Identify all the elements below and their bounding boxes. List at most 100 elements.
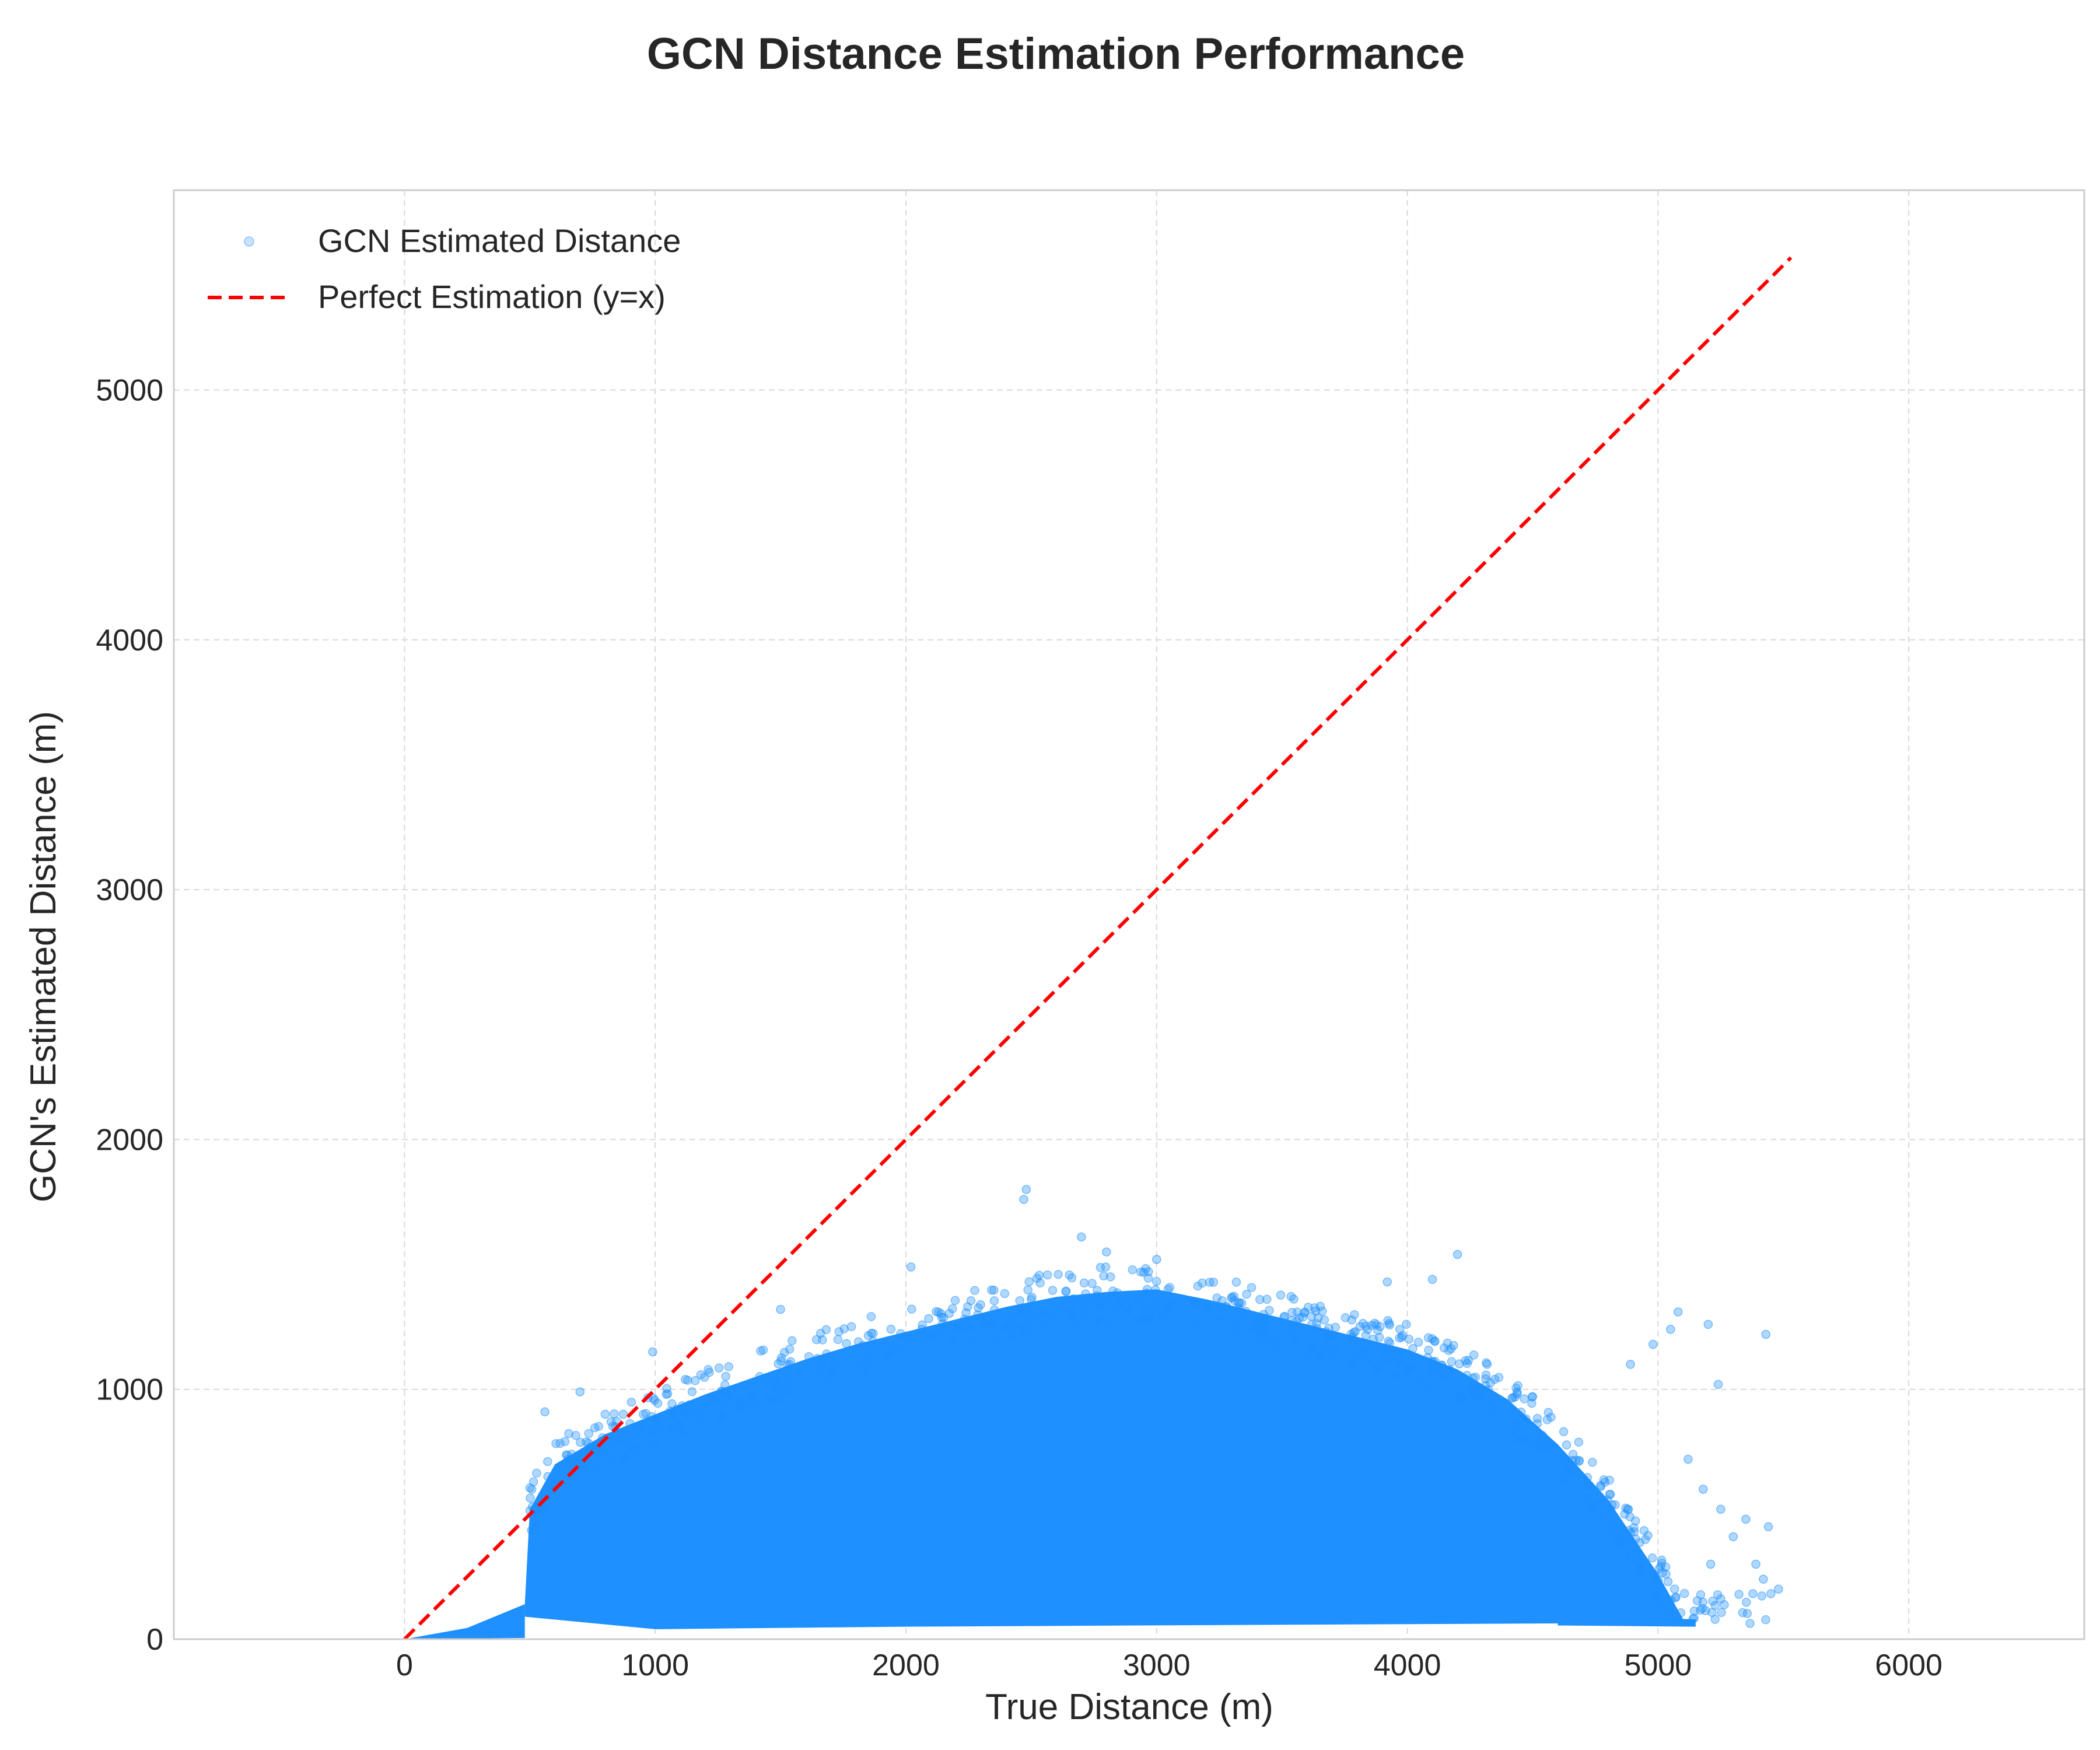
scatter-point: [1402, 1320, 1411, 1329]
scatter-point: [1038, 1308, 1048, 1318]
scatter-point: [1427, 1357, 1437, 1366]
scatter-point: [1376, 1322, 1385, 1331]
scatter-point: [560, 1437, 570, 1447]
scatter-point: [1648, 1339, 1658, 1349]
grid: [174, 190, 2084, 1640]
scatter-point: [1560, 1457, 1570, 1466]
scatter-point: [1766, 1589, 1776, 1598]
x-axis-label: True Distance (m): [985, 1687, 1273, 1727]
scatter-point: [1276, 1290, 1286, 1300]
scatter-point: [662, 1390, 671, 1399]
scatter-point: [1427, 1334, 1437, 1343]
scatter-point: [1494, 1373, 1504, 1382]
scatter-point: [1636, 1562, 1646, 1572]
scatter-point: [1574, 1437, 1584, 1447]
scatter-point: [653, 1422, 663, 1432]
scatter-point: [1231, 1278, 1241, 1287]
scatter-point: [1067, 1304, 1076, 1314]
scatter-point: [584, 1429, 594, 1438]
scatter-point: [1455, 1359, 1464, 1368]
scatter-point: [1559, 1466, 1569, 1476]
scatter-point: [865, 1350, 875, 1360]
scatter-point: [1008, 1312, 1018, 1322]
scatter-point: [919, 1338, 929, 1347]
scatter-point: [1717, 1608, 1726, 1618]
y-tick-label: 4000: [96, 624, 163, 657]
scatter-point: [618, 1409, 628, 1419]
scatter-point: [886, 1349, 895, 1359]
scatter-point: [937, 1312, 946, 1322]
scatter-point: [833, 1335, 843, 1345]
x-tick-label: 0: [396, 1648, 413, 1682]
scatter-point: [668, 1409, 678, 1419]
scatter-point: [1665, 1610, 1674, 1620]
scatter-point: [1164, 1303, 1173, 1312]
scatter-point: [1094, 1302, 1104, 1312]
scatter-point: [1081, 1289, 1090, 1298]
scatter-point: [673, 1419, 683, 1429]
scatter-point: [1374, 1362, 1384, 1372]
scatter-point: [970, 1286, 979, 1295]
scatter-point: [1257, 1330, 1267, 1339]
scatter-point: [1222, 1302, 1231, 1312]
scatter-point: [1568, 1450, 1578, 1459]
scatter-point: [564, 1429, 573, 1438]
scatter-point: [735, 1398, 744, 1407]
scatter-point: [842, 1339, 851, 1348]
scatter-point: [1545, 1440, 1555, 1449]
scatter-point: [717, 1412, 727, 1422]
scatter-point: [794, 1368, 804, 1377]
scatter-point: [1247, 1283, 1256, 1292]
scatter-point: [846, 1322, 856, 1331]
scatter-point: [624, 1434, 634, 1444]
scatter-point: [1021, 1185, 1031, 1194]
scatter-point: [1321, 1327, 1331, 1336]
scatter-point: [1046, 1310, 1055, 1320]
scatter-point: [1653, 1587, 1662, 1596]
scatter-point: [1318, 1307, 1327, 1316]
x-tick-label: 5000: [1625, 1648, 1692, 1682]
scatter-point: [1673, 1307, 1683, 1317]
scatter-point: [1506, 1429, 1516, 1438]
scatter-point: [905, 1356, 915, 1366]
scatter-point: [1538, 1430, 1548, 1440]
scatter-point: [1695, 1605, 1705, 1615]
scatter-point: [1258, 1340, 1267, 1349]
scatter-point: [1670, 1584, 1679, 1594]
scatter-point: [1464, 1356, 1474, 1365]
scatter-point: [533, 1520, 542, 1530]
scatter-point: [1597, 1510, 1607, 1520]
scatter-point: [607, 1454, 617, 1464]
scatter-point: [1713, 1380, 1723, 1389]
scatter-point: [1624, 1525, 1634, 1535]
scatter-point: [1255, 1295, 1265, 1304]
scatter-point: [1663, 1577, 1673, 1587]
scatter-point: [1446, 1344, 1456, 1353]
scatter-point: [1488, 1401, 1497, 1410]
scatter-point: [1468, 1373, 1478, 1383]
scatter-point: [1696, 1590, 1706, 1600]
scatter-point: [1478, 1393, 1488, 1403]
scatter-point: [1391, 1370, 1401, 1380]
scatter-point: [612, 1416, 621, 1426]
scatter-point: [1424, 1384, 1433, 1394]
scatter-point: [1150, 1285, 1160, 1294]
scatter-point: [1308, 1344, 1318, 1353]
scatter-point: [1385, 1338, 1395, 1348]
scatter-point: [1122, 1305, 1132, 1314]
scatter-point: [600, 1409, 610, 1419]
scatter-point: [526, 1493, 535, 1503]
scatter-point: [1106, 1272, 1115, 1282]
scatter-point: [1142, 1304, 1151, 1314]
scatter-point: [1189, 1297, 1199, 1307]
scatter-point: [804, 1352, 814, 1362]
scatter-point: [1043, 1270, 1052, 1280]
scatter-point: [755, 1371, 765, 1381]
scatter-point: [1666, 1325, 1675, 1334]
scatter-point: [1546, 1441, 1556, 1450]
x-tick-label: 4000: [1374, 1648, 1441, 1682]
scatter-point: [1707, 1608, 1717, 1617]
scatter-point: [1018, 1307, 1027, 1316]
scatter-point: [1395, 1358, 1405, 1367]
